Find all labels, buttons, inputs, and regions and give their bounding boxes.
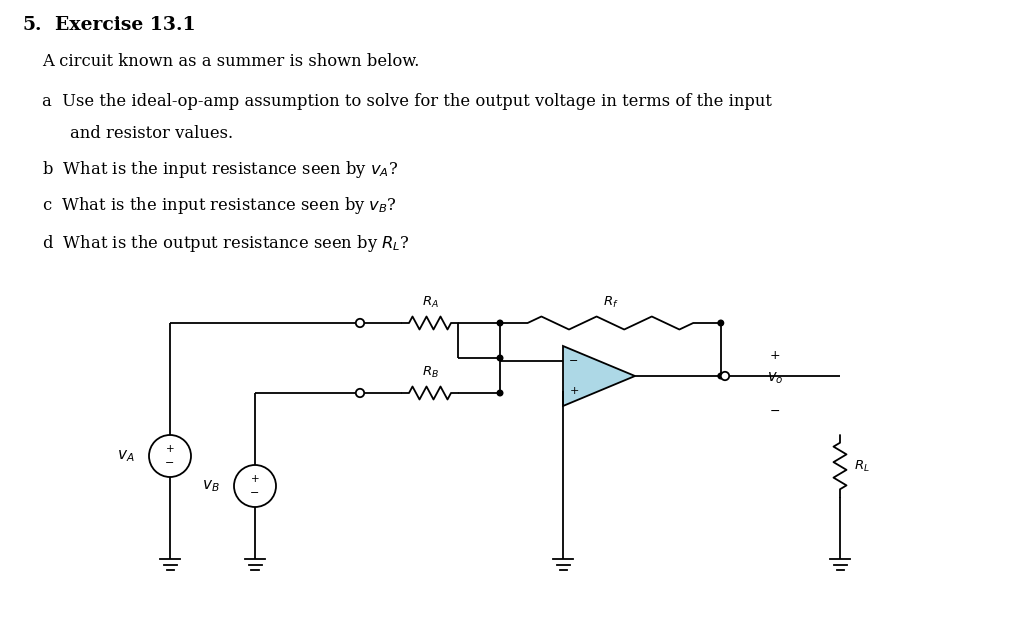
Circle shape (718, 373, 724, 379)
Text: $v_o$: $v_o$ (767, 370, 783, 386)
Text: $R_A$: $R_A$ (422, 295, 438, 310)
Text: $R_f$: $R_f$ (602, 295, 618, 310)
Text: a  Use the ideal-op-amp assumption to solve for the output voltage in terms of t: a Use the ideal-op-amp assumption to sol… (42, 93, 772, 110)
Text: 5.: 5. (22, 16, 42, 34)
Text: −: − (569, 356, 579, 366)
Circle shape (498, 390, 503, 396)
Text: b  What is the input resistance seen by $v_A$?: b What is the input resistance seen by $… (42, 159, 398, 180)
Text: d  What is the output resistance seen by $R_L$?: d What is the output resistance seen by … (42, 233, 410, 254)
Circle shape (718, 320, 724, 326)
Circle shape (355, 319, 365, 327)
Text: +: + (251, 473, 259, 484)
Circle shape (498, 320, 503, 326)
Text: −: − (165, 458, 175, 468)
Circle shape (498, 355, 503, 361)
Text: c  What is the input resistance seen by $v_B$?: c What is the input resistance seen by $… (42, 195, 397, 216)
Text: $R_B$: $R_B$ (422, 365, 438, 380)
Text: −: − (770, 404, 780, 417)
Text: −: − (250, 488, 260, 498)
Text: and resistor values.: and resistor values. (70, 125, 233, 142)
Polygon shape (563, 346, 635, 406)
Text: $v_B$: $v_B$ (203, 478, 220, 494)
Circle shape (721, 372, 729, 380)
Text: +: + (166, 443, 174, 453)
Text: A circuit known as a summer is shown below.: A circuit known as a summer is shown bel… (42, 53, 420, 70)
Text: +: + (569, 386, 579, 396)
Text: +: + (770, 350, 780, 363)
Text: $v_A$: $v_A$ (118, 448, 135, 464)
Circle shape (355, 389, 365, 397)
Text: Exercise 13.1: Exercise 13.1 (55, 16, 196, 34)
Text: $R_L$: $R_L$ (854, 458, 869, 474)
